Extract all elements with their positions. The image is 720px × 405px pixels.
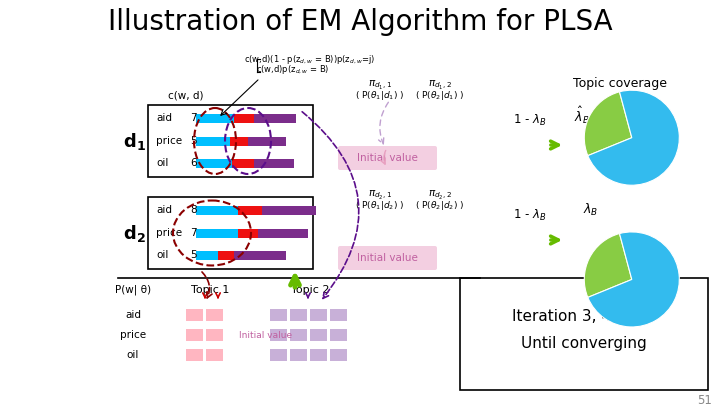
Wedge shape [588,90,679,185]
Text: aid: aid [156,113,172,123]
Text: Topic coverage: Topic coverage [573,77,667,90]
Bar [290,309,307,321]
Bar [196,113,234,122]
Bar [218,251,234,260]
Bar [196,136,230,145]
Bar [186,329,203,341]
Text: c(w, d): c(w, d) [168,90,204,100]
Bar [330,329,347,341]
Bar [230,136,248,145]
Bar [196,251,218,260]
Wedge shape [585,234,632,297]
Text: $\pi_{d_1,1}$: $\pi_{d_1,1}$ [368,79,392,92]
Bar [254,158,294,168]
Bar [148,197,313,269]
Text: $\pi_{d_2,1}$: $\pi_{d_2,1}$ [368,188,392,202]
Bar [310,329,327,341]
Bar [290,329,307,341]
Bar [196,205,238,215]
Text: ( P($\theta_1|d_1$) ): ( P($\theta_1|d_1$) ) [356,89,405,102]
Text: oil: oil [156,158,168,168]
Text: price: price [156,136,182,146]
Text: $\pi_{d_1,2}$: $\pi_{d_1,2}$ [428,79,452,92]
Text: c(w,d)(1 - p(z$_{d,w}$ = B))p(z$_{d,w}$=j): c(w,d)(1 - p(z$_{d,w}$ = B))p(z$_{d,w}$=… [245,53,376,66]
Text: ( P($\theta_1|d_2$) ): ( P($\theta_1|d_2$) ) [356,198,405,211]
Text: $\pi_{d_2,2}$: $\pi_{d_2,2}$ [428,188,452,202]
Text: aid: aid [125,310,141,320]
Text: aid: aid [156,205,172,215]
Wedge shape [585,92,632,156]
Bar [270,349,287,361]
Bar [186,309,203,321]
Text: oil: oil [156,250,168,260]
Text: Topic 2: Topic 2 [291,285,329,295]
FancyBboxPatch shape [338,146,437,170]
Text: 6: 6 [190,158,197,168]
Bar [196,158,232,168]
Text: 1 - $\lambda_B$: 1 - $\lambda_B$ [513,207,546,223]
Bar [196,228,238,237]
Bar [254,113,296,122]
Bar [234,113,254,122]
Bar [234,251,286,260]
Text: $\lambda_B$: $\lambda_B$ [582,202,598,218]
Text: ( P($\theta_2|d_1$) ): ( P($\theta_2|d_1$) ) [415,89,464,102]
Text: Iteration 3, 4, 5, …
Until converging: Iteration 3, 4, 5, … Until converging [513,309,656,351]
Bar [186,349,203,361]
Text: P(w| θ): P(w| θ) [115,285,151,295]
Text: $\hat{\lambda}_B$: $\hat{\lambda}_B$ [575,104,590,126]
Text: Initial value: Initial value [356,153,418,163]
Bar [270,309,287,321]
Bar [310,349,327,361]
Bar [330,349,347,361]
Text: $\mathbf{d_1}$: $\mathbf{d_1}$ [122,130,145,151]
Text: price: price [120,330,146,340]
Text: Initial value: Initial value [240,330,292,339]
Bar [206,309,223,321]
Bar [310,309,327,321]
Bar [206,329,223,341]
Text: 5: 5 [190,136,197,146]
Bar [460,278,708,390]
Text: 7: 7 [190,228,197,238]
Text: c(w,d)p(z$_{d,w}$ = B): c(w,d)p(z$_{d,w}$ = B) [256,64,330,77]
Text: ( P($\theta_2|d_2$) ): ( P($\theta_2|d_2$) ) [415,198,464,211]
Bar [270,329,287,341]
Text: 1 - $\lambda_B$: 1 - $\lambda_B$ [513,113,546,128]
FancyBboxPatch shape [338,246,437,270]
Bar [148,105,313,177]
Text: 51: 51 [698,394,712,405]
Text: Topic 1: Topic 1 [191,285,229,295]
Bar [290,349,307,361]
Bar [232,158,254,168]
Bar [238,228,258,237]
Text: $\mathbf{d_2}$: $\mathbf{d_2}$ [122,222,145,243]
Bar [258,228,308,237]
Bar [206,349,223,361]
Bar [262,205,316,215]
Text: 8: 8 [190,205,197,215]
Text: Initial value: Initial value [356,253,418,263]
Bar [248,136,286,145]
Text: Illustration of EM Algorithm for PLSA: Illustration of EM Algorithm for PLSA [108,8,612,36]
Text: 5: 5 [190,250,197,260]
Bar [238,205,262,215]
Text: price: price [156,228,182,238]
Bar [330,309,347,321]
Text: 7: 7 [190,113,197,123]
Text: oil: oil [127,350,139,360]
Wedge shape [588,232,679,327]
